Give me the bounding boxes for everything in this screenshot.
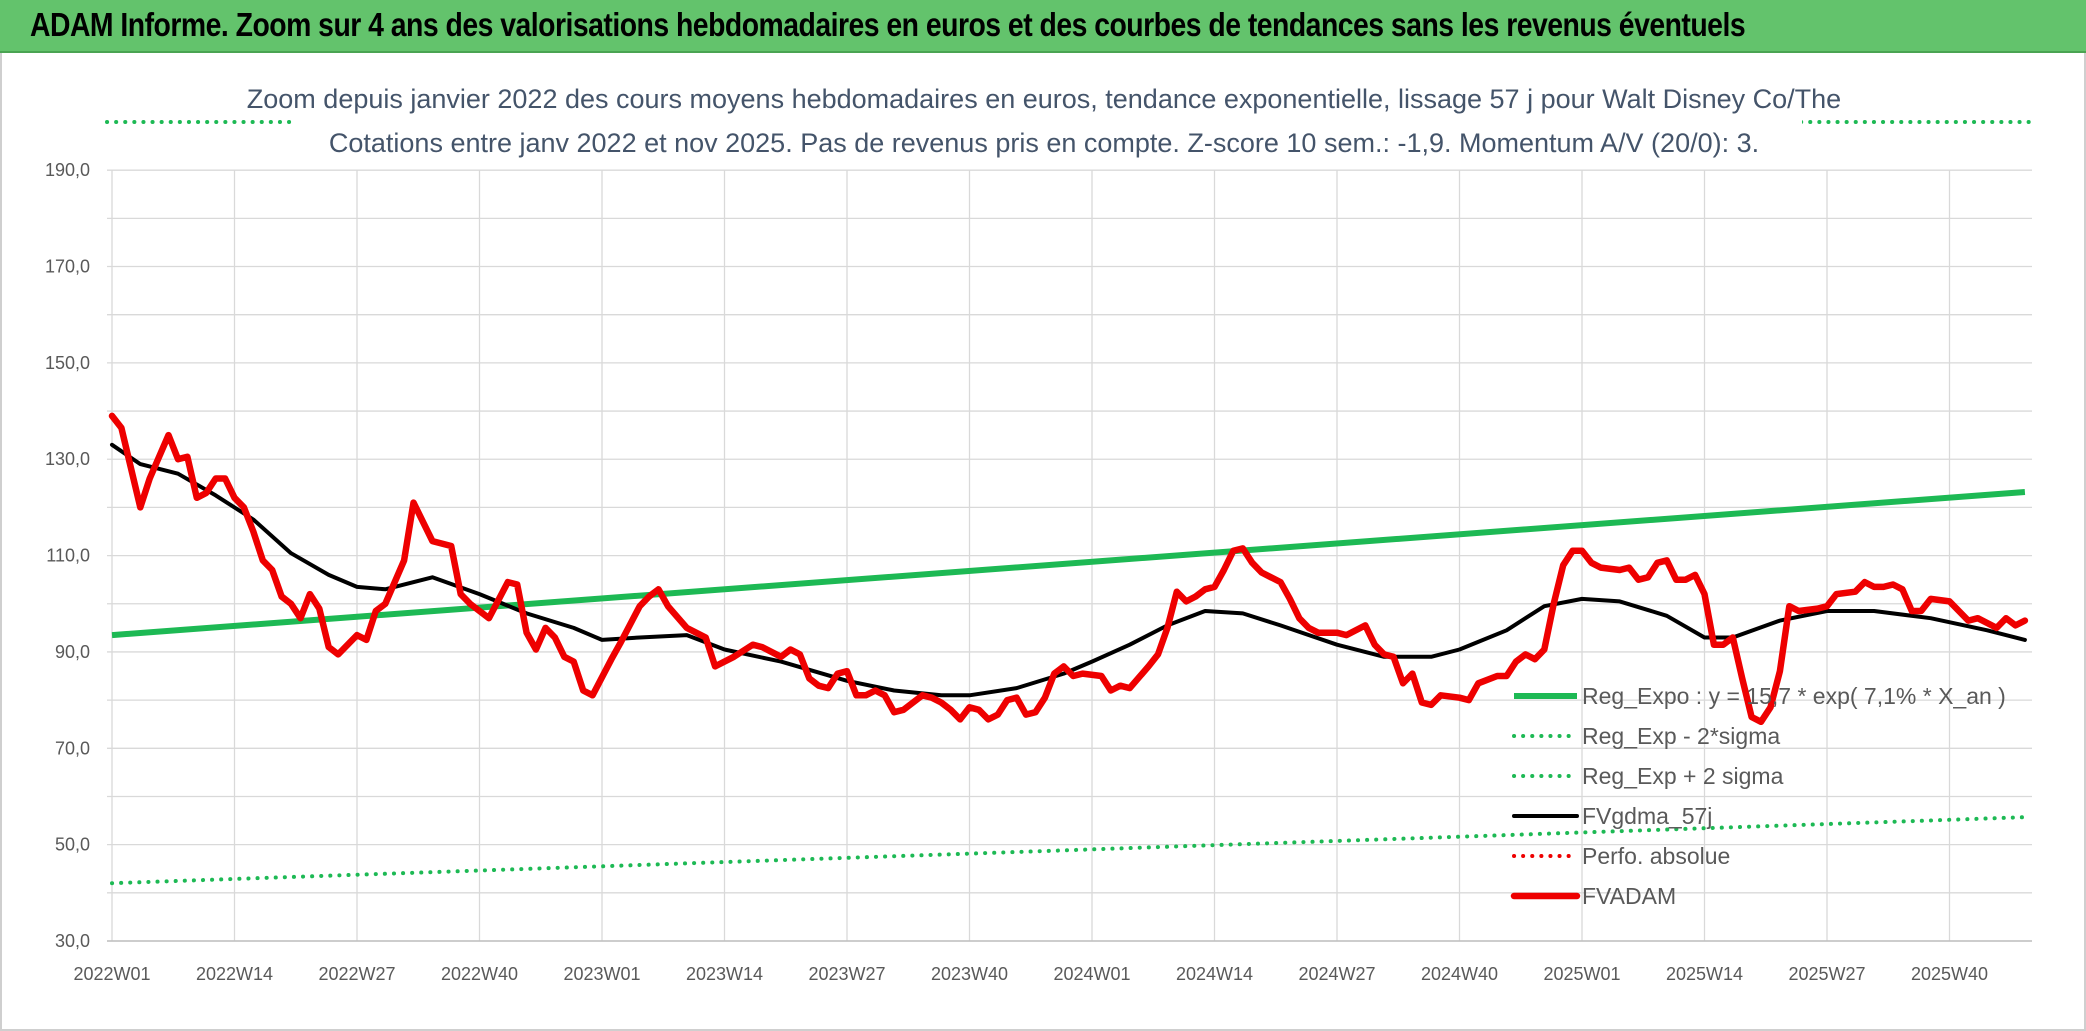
y-tick-label: 150,0 <box>45 353 90 373</box>
x-tick-label: 2025W14 <box>1666 964 1743 984</box>
x-tick-label: 2022W27 <box>318 964 395 984</box>
y-tick-label: 50,0 <box>55 835 90 855</box>
chart-series <box>108 412 2029 886</box>
chart-frame: Zoom depuis janvier 2022 des cours moyen… <box>0 53 2086 1031</box>
report-header-banner: ADAM Informe. Zoom sur 4 ans des valoris… <box>0 0 2086 53</box>
lower-band-line <box>110 815 2027 886</box>
report-title: ADAM Informe. Zoom sur 4 ans des valoris… <box>30 6 1746 43</box>
y-tick-label: 110,0 <box>46 546 90 566</box>
legend: Reg_Expo : y = 15,7 * exp( 7,1% * X_an )… <box>1510 683 2006 909</box>
x-tick-label: 2023W01 <box>563 964 640 984</box>
x-tick-label: 2022W40 <box>441 964 518 984</box>
chart-subtitle: Cotations entre janv 2022 et nov 2025. P… <box>329 128 1759 158</box>
chart-title: Zoom depuis janvier 2022 des cours moyen… <box>247 84 1841 114</box>
legend-label: Perfo. absolue <box>1582 843 1730 869</box>
legend-label: FVADAM <box>1582 883 1676 909</box>
x-tick-label: 2025W27 <box>1788 964 1865 984</box>
price-line <box>108 412 2029 726</box>
chart-gridlines <box>107 169 2032 942</box>
chart-titles: Zoom depuis janvier 2022 des cours moyen… <box>247 76 1841 168</box>
chart: Zoom depuis janvier 2022 des cours moyen… <box>45 76 2034 984</box>
x-tick-label: 2025W01 <box>1543 964 1620 984</box>
title-backdrop <box>292 76 1802 168</box>
x-tick-label: 2024W27 <box>1298 964 1375 984</box>
legend-label: FVgdma_57j <box>1582 803 1712 829</box>
trend-line <box>111 489 2026 639</box>
x-tick-label: 2024W01 <box>1053 964 1130 984</box>
legend-label: Reg_Expo : y = 15,7 * exp( 7,1% * X_an ) <box>1582 683 2006 709</box>
x-tick-label: 2023W27 <box>808 964 885 984</box>
y-tick-label: 30,0 <box>55 931 90 951</box>
x-tick-label: 2022W01 <box>73 964 150 984</box>
y-tick-label: 170,0 <box>45 257 90 277</box>
smoothed-line <box>110 442 2027 698</box>
x-tick-label: 2023W40 <box>931 964 1008 984</box>
y-axis-ticks: 30,0 50,0 70,0 90,0 110,0 130,0 150,0 170,0 190,… <box>45 160 90 951</box>
legend-label: Reg_Exp - 2*sigma <box>1582 723 1780 749</box>
x-tick-label: 2022W14 <box>196 964 273 984</box>
x-axis-ticks: 2022W01 2022W14 2022W27 2022W40 2023W01 2023W… <box>73 964 1988 984</box>
x-tick-label: 2025W40 <box>1911 964 1988 984</box>
x-tick-label: 2024W14 <box>1176 964 1253 984</box>
x-tick-label: 2023W14 <box>686 964 763 984</box>
y-tick-label: 190,0 <box>45 160 90 180</box>
y-tick-label: 90,0 <box>55 642 90 662</box>
y-tick-label: 130,0 <box>45 449 90 469</box>
legend-label: Reg_Exp + 2 sigma <box>1582 763 1784 789</box>
x-tick-label: 2024W40 <box>1421 964 1498 984</box>
y-tick-label: 70,0 <box>55 738 90 758</box>
